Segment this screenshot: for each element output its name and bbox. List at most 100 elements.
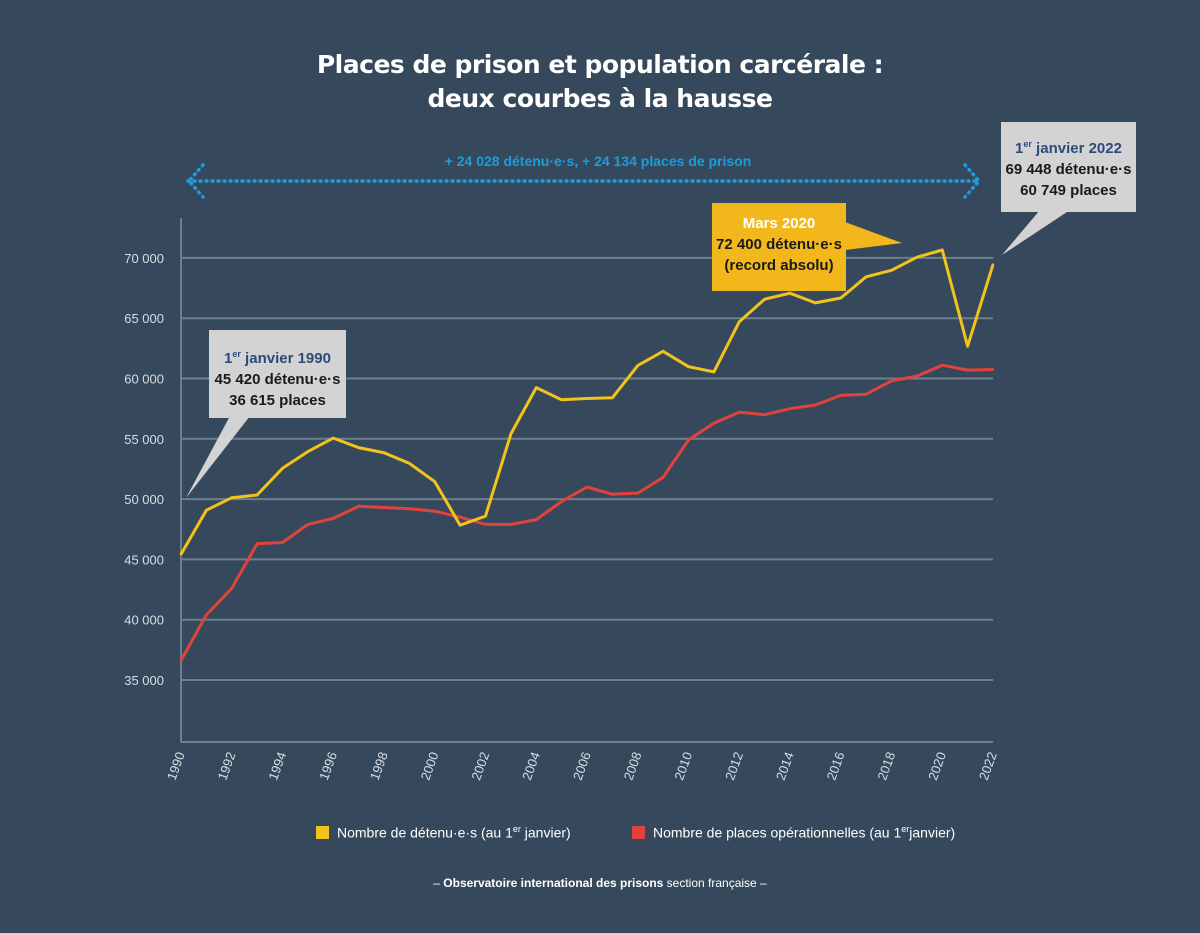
data-point-detenus: [763, 298, 766, 301]
x-tick-label: 1990: [164, 750, 188, 782]
y-tick-label: 65 000: [124, 311, 164, 326]
callout-end-places: 60 749 places: [1020, 182, 1117, 199]
x-tick: 1998: [367, 750, 391, 782]
x-tick: 2020: [925, 750, 949, 782]
x-tick: 2016: [824, 750, 848, 782]
x-tick-label: 1992: [215, 750, 239, 782]
data-point-detenus: [382, 451, 386, 454]
x-tick-label: 2010: [671, 750, 695, 782]
data-point-detenus: [966, 345, 969, 348]
range-annotation-label: + 24 028 détenu·e·s, + 24 134 places de …: [445, 153, 752, 169]
x-tick: 1996: [316, 750, 340, 782]
data-point-places: [585, 485, 589, 489]
x-tick: 2010: [671, 750, 695, 782]
callout-start-1990: 1er janvier 1990 45 420 détenu·e·s 36 61…: [209, 330, 346, 418]
data-point-places: [712, 421, 716, 425]
data-point-detenus: [788, 292, 792, 295]
data-point-detenus: [230, 496, 233, 499]
callout-record-note: (record absolu): [724, 257, 834, 274]
data-point-places: [408, 507, 411, 510]
data-point-detenus: [179, 553, 183, 556]
x-tick-label: 2018: [874, 750, 898, 782]
data-point-places: [357, 505, 360, 508]
x-tick: 2012: [722, 750, 746, 782]
data-point-places: [205, 613, 208, 617]
chart-title-line-1: Places de prison et population carcérale…: [316, 50, 884, 79]
data-point-places: [839, 394, 842, 397]
data-point-detenus: [408, 462, 411, 465]
data-point-detenus: [357, 446, 360, 449]
data-point-places: [966, 368, 969, 372]
grid-lines: [181, 256, 993, 681]
data-point-detenus: [864, 275, 868, 278]
x-tick-label: 2008: [621, 750, 645, 782]
legend-swatch-detenus: [316, 825, 329, 839]
data-point-places: [890, 379, 893, 383]
x-tick: 2006: [570, 750, 594, 782]
x-axis-ticks: 1990 1992 1994 1996 1998 2000 2002 2004 2006 2008…: [164, 750, 1000, 782]
data-point-places: [738, 411, 741, 414]
y-tick-label: 45 000: [124, 552, 164, 567]
y-tick-label: 60 000: [124, 372, 164, 387]
data-point-detenus: [712, 370, 716, 374]
chart-title: Places de prison et population carcérale…: [0, 48, 1200, 116]
range-arrow-right-head: [963, 163, 982, 199]
data-point-detenus: [332, 436, 335, 440]
data-point-detenus: [509, 432, 513, 436]
data-point-detenus: [814, 301, 817, 305]
legend-label-detenus: Nombre de détenu·e·s (au 1er janvier): [337, 824, 571, 841]
x-tick: 1994: [265, 750, 289, 782]
y-tick-label: 40 000: [124, 613, 164, 628]
data-point-detenus: [661, 350, 665, 353]
data-point-places: [509, 523, 513, 526]
callout-end-pointer: [1002, 210, 1070, 255]
data-point-places: [636, 491, 639, 495]
x-tick: 2002: [468, 750, 492, 782]
x-tick: 2008: [621, 750, 645, 782]
data-point-detenus: [611, 396, 614, 399]
series-lines: [179, 248, 995, 662]
x-tick-label: 2022: [976, 750, 1000, 782]
callout-end-detenus: 69 448 détenu·e·s: [1005, 161, 1132, 178]
legend-item-places: Nombre de places opérationnelles (au 1er…: [632, 824, 955, 841]
data-point-places: [814, 403, 817, 407]
data-point-detenus: [890, 269, 893, 272]
source-credit: – Observatoire international des prisons…: [433, 876, 767, 890]
data-point-detenus: [281, 467, 284, 470]
x-tick-label: 2000: [418, 750, 442, 782]
data-point-places: [433, 510, 436, 513]
x-tick: 1990: [164, 750, 188, 782]
axes: [180, 218, 993, 743]
data-point-detenus: [306, 450, 310, 453]
legend-swatch-places: [632, 825, 645, 839]
data-point-places: [560, 500, 563, 503]
data-point-detenus: [991, 263, 995, 266]
callout-start-detenus: 45 420 détenu·e·s: [214, 371, 341, 388]
data-point-detenus: [738, 320, 741, 323]
callout-start-date: 1er janvier 1990: [224, 349, 331, 367]
x-tick-label: 2006: [570, 750, 594, 782]
x-tick-label: 1998: [367, 750, 391, 782]
chart-title-line-2: deux courbes à la hausse: [427, 84, 773, 113]
data-point-detenus: [433, 480, 436, 483]
x-tick: 2022: [976, 750, 1000, 782]
legend-label-places: Nombre de places opérationnelles (au 1er…: [653, 824, 956, 841]
range-arrow-left-head: [186, 163, 205, 199]
callout-record-2020: Mars 2020 72 400 détenu·e·s (record abso…: [712, 203, 846, 291]
data-point-places: [763, 413, 766, 416]
x-tick: 1992: [215, 750, 239, 782]
x-tick-label: 1994: [265, 750, 289, 782]
y-tick-label: 50 000: [124, 492, 164, 507]
callout-record-detenus: 72 400 détenu·e·s: [716, 236, 842, 253]
data-point-places: [281, 541, 284, 544]
data-point-places: [382, 506, 386, 509]
callout-end-date: 1er janvier 2022: [1015, 139, 1122, 157]
data-point-detenus: [458, 524, 462, 527]
data-point-places: [915, 374, 919, 378]
data-point-places: [535, 518, 538, 521]
callout-start-places: 36 615 places: [229, 392, 326, 409]
data-point-detenus: [560, 398, 563, 401]
y-axis-ticks: 35 000 40 000 45 000 50 000 55 000 60 000 65 0…: [124, 251, 164, 688]
data-point-detenus: [687, 365, 690, 368]
x-tick-label: 2014: [773, 750, 797, 782]
